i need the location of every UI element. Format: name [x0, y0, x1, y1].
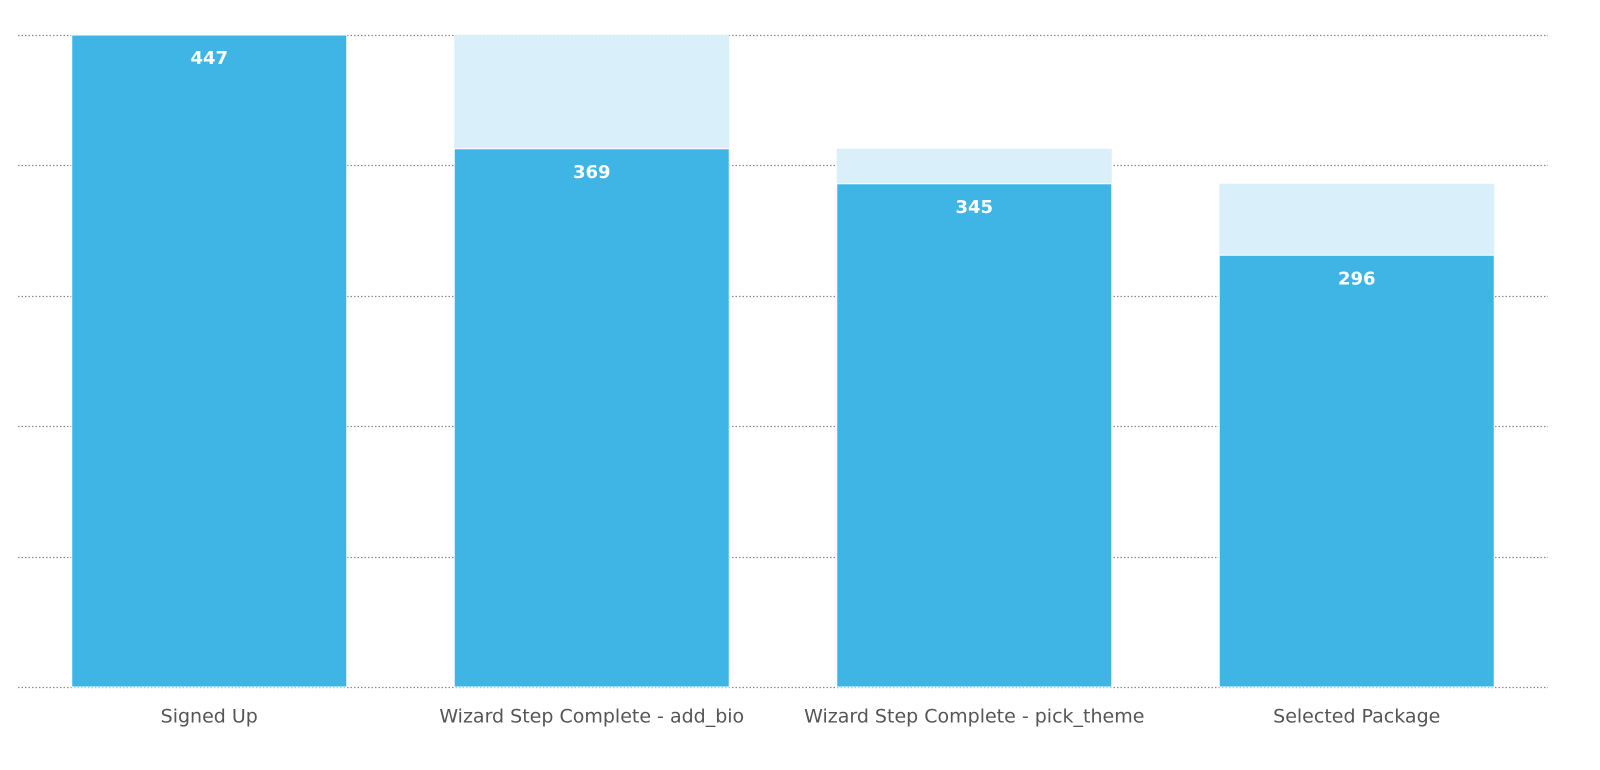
value-label: 447 — [190, 48, 228, 69]
bar — [71, 34, 348, 688]
x-tick-label: Selected Package — [1273, 706, 1440, 728]
x-tick-label: Signed Up — [161, 706, 258, 728]
bar — [453, 148, 730, 688]
value-label: 369 — [573, 162, 611, 183]
bar — [836, 183, 1113, 688]
value-label: 345 — [955, 197, 993, 218]
x-tick-label: Wizard Step Complete - add_bio — [439, 706, 744, 728]
x-tick-label: Wizard Step Complete - pick_theme — [804, 706, 1144, 728]
bar — [1218, 254, 1495, 688]
value-label: 296 — [1338, 268, 1376, 289]
